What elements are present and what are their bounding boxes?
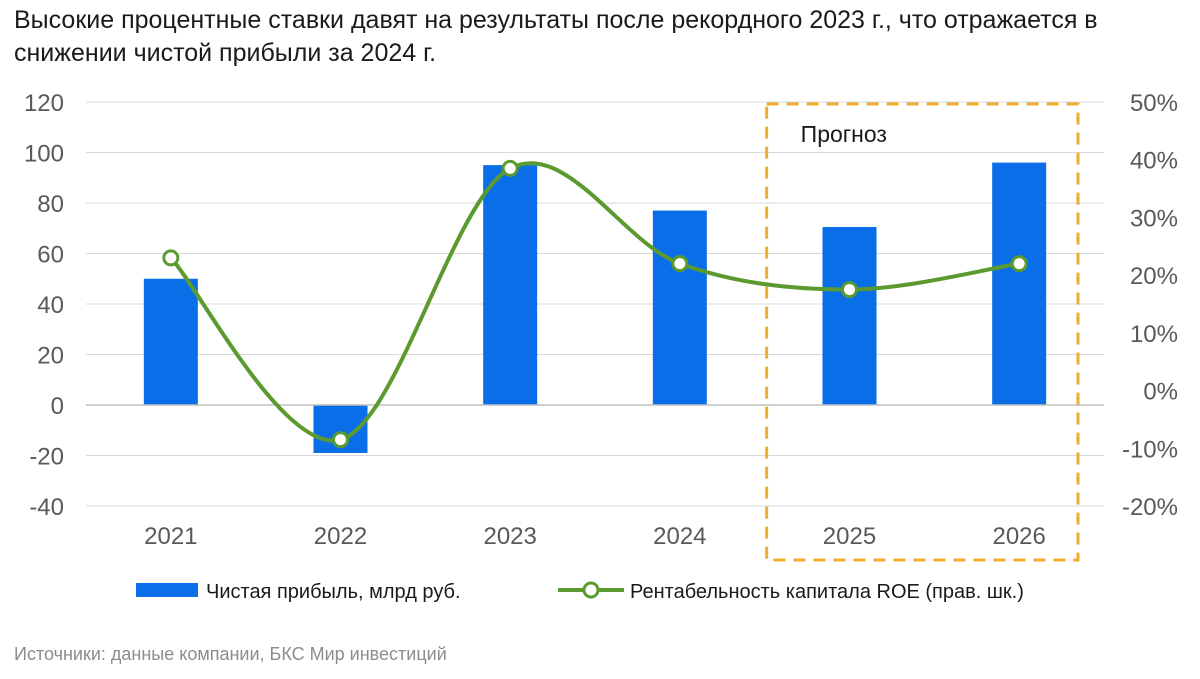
left-tick-label: 20 [37, 343, 64, 370]
chart-title: Высокие процентные ставки давят на резул… [14, 6, 1098, 67]
right-tick-label: 10% [1130, 321, 1178, 348]
left-axis-ticks: 120 100 80 60 40 20 0 -20 -40 [24, 90, 64, 521]
left-tick-label: 0 [51, 393, 64, 420]
right-axis-ticks: 50% 40% 30% 20% 10% 0% -10% -20% [1122, 90, 1178, 521]
left-tick-label: -40 [29, 494, 64, 521]
left-tick-label: 40 [37, 292, 64, 319]
bar-2021 [143, 278, 198, 405]
bar-2025 [822, 226, 877, 405]
category-label: 2023 [483, 523, 536, 550]
bar-2024 [652, 210, 707, 405]
forecast-region: Прогноз [765, 102, 1080, 562]
source-note: Источники: данные компании, БКС Мир инве… [14, 644, 447, 664]
left-tick-label: -20 [29, 444, 64, 471]
left-tick-label: 80 [37, 191, 64, 218]
roe-point-2021 [162, 249, 180, 267]
legend-line-marker [582, 581, 600, 599]
roe-point-2025 [841, 281, 858, 299]
roe-point-2022 [332, 431, 349, 449]
roe-point-2023 [501, 159, 519, 177]
category-label: 2024 [653, 523, 706, 550]
right-tick-label: 30% [1130, 205, 1178, 232]
category-label: 2025 [823, 523, 876, 550]
bar-2023 [483, 165, 538, 405]
left-tick-label: 60 [37, 242, 64, 269]
forecast-label: Прогноз [801, 121, 887, 147]
category-labels: 2021 2022 2023 2024 2025 2026 [144, 523, 1046, 550]
bars [143, 162, 1047, 453]
right-tick-label: -10% [1122, 436, 1178, 463]
gridlines [86, 101, 1104, 507]
right-tick-label: 0% [1143, 379, 1178, 406]
category-label: 2021 [144, 523, 197, 550]
left-tick-label: 120 [24, 90, 64, 117]
legend-line-label: Рентабельность капитала ROE (прав. шк.) [630, 581, 1024, 603]
right-tick-label: 50% [1130, 90, 1178, 117]
roe-line-path [169, 161, 1020, 443]
right-tick-label: 40% [1130, 148, 1178, 175]
legend-bar-swatch [136, 583, 198, 597]
forecast-box [765, 102, 1080, 562]
bar-2026 [992, 162, 1047, 405]
roe-point-2024 [671, 255, 689, 273]
right-tick-label: 20% [1130, 263, 1178, 290]
legend: Чистая прибыль, млрд руб. Рентабельность … [136, 581, 1024, 603]
right-tick-label: -20% [1122, 494, 1178, 521]
category-label: 2022 [314, 523, 367, 550]
roe-point-2026 [1010, 255, 1028, 273]
roe-line [162, 159, 1028, 449]
legend-bar-label: Чистая прибыль, млрд руб. [206, 581, 461, 603]
left-tick-label: 100 [24, 141, 64, 168]
category-label: 2026 [992, 523, 1045, 550]
